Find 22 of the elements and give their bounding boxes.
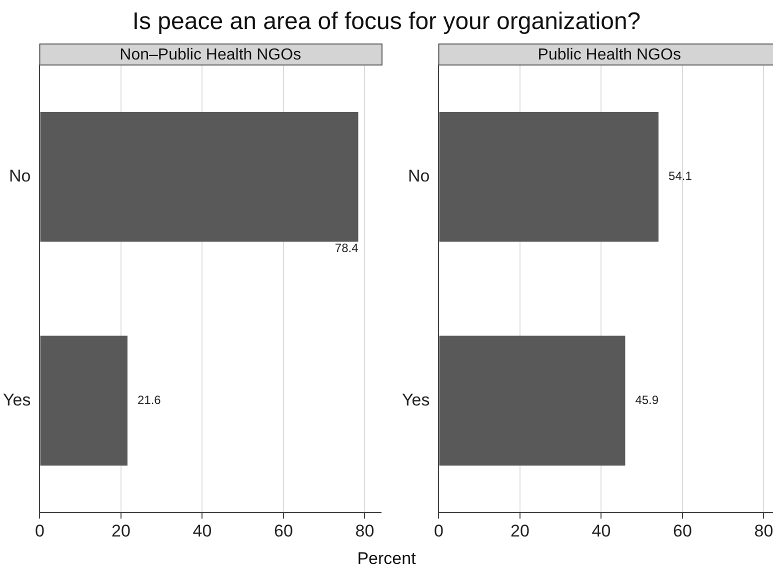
- x-tick-label: 60: [274, 521, 293, 540]
- x-tick-label: 60: [673, 521, 692, 540]
- x-tick-label: 40: [592, 521, 611, 540]
- x-tick-label: 20: [510, 521, 530, 540]
- chart-subtitle: Public Health NGOs: [538, 46, 681, 64]
- y-tick-label: Yes: [402, 390, 430, 410]
- chart-title: Is peace an area of focus for your organization?: [131, 8, 642, 36]
- chart-subtitle: Non–Public Health NGOs: [120, 46, 302, 64]
- x-tick-label: 80: [355, 521, 374, 540]
- x-tick-label: 0: [35, 521, 44, 540]
- data-label: 21.6: [137, 393, 162, 408]
- data-label: 54.1: [668, 169, 692, 184]
- y-tick-label: Yes: [3, 390, 31, 410]
- data-label: 45.9: [635, 393, 659, 408]
- x-tick-label: 0: [434, 521, 444, 540]
- y-tick-label: No: [408, 166, 430, 186]
- x-tick-label: 20: [112, 521, 130, 540]
- x-axis-title: Percent: [356, 549, 417, 569]
- data-label: 78.4: [334, 241, 359, 256]
- x-tick-label: 40: [192, 521, 212, 540]
- x-tick-label: 80: [754, 521, 773, 540]
- y-tick-label: No: [9, 166, 31, 186]
